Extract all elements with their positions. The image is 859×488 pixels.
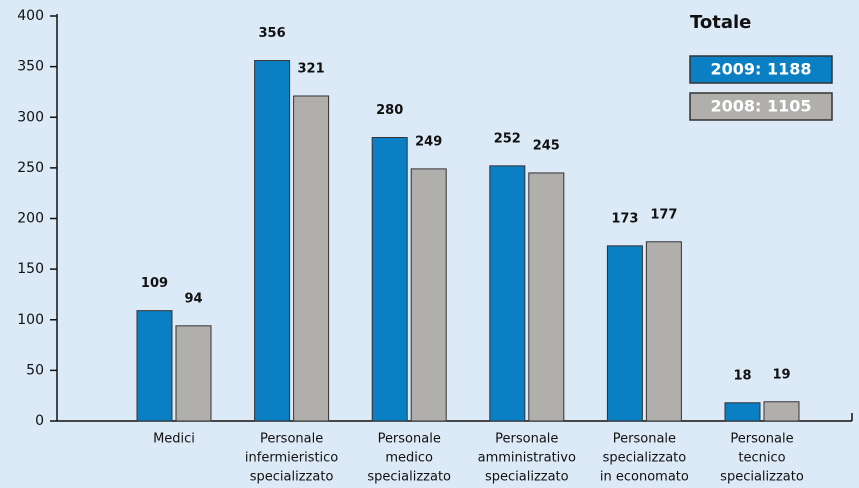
- y-tick-label: 250: [17, 160, 44, 176]
- x-tick-label: specializzato: [367, 470, 451, 485]
- value-label: 321: [298, 61, 325, 76]
- x-tick-label: Personale: [613, 432, 676, 447]
- legend-title: Totale: [690, 12, 751, 33]
- y-tick-label: 350: [17, 59, 44, 75]
- y-tick-label: 50: [26, 362, 44, 378]
- x-tick-label: in economato: [600, 470, 689, 485]
- bar: [293, 95, 330, 422]
- y-tick-label: 400: [17, 8, 44, 24]
- value-label: 19: [772, 367, 790, 382]
- x-tick-label: Personale: [495, 432, 558, 447]
- bar: [371, 137, 408, 422]
- value-label: 173: [611, 211, 638, 226]
- x-tick-label: tecnico: [738, 451, 785, 466]
- y-tick-label: 100: [17, 312, 44, 328]
- bar: [489, 165, 526, 422]
- x-tick-label: Personale: [378, 432, 441, 447]
- legend-label: 2009: 1188: [710, 60, 811, 79]
- y-tick-label: 0: [35, 413, 44, 429]
- x-tick-label: Personale: [730, 432, 793, 447]
- legend-label: 2008: 1105: [710, 97, 811, 116]
- value-label: 245: [533, 138, 560, 153]
- x-tick-label: specializzato: [603, 451, 687, 466]
- bar: [724, 402, 761, 422]
- bar: [606, 245, 643, 422]
- x-tick-label: specializzato: [720, 470, 804, 485]
- bar: [410, 168, 447, 422]
- value-label: 356: [259, 26, 286, 41]
- y-tick-label: 200: [17, 211, 44, 227]
- x-tick-label: Personale: [260, 432, 323, 447]
- bar: [136, 310, 173, 422]
- value-label: 177: [650, 207, 677, 222]
- bar: [763, 401, 800, 422]
- bar: [528, 172, 565, 422]
- value-label: 249: [415, 134, 442, 149]
- value-label: 109: [141, 276, 168, 291]
- x-tick-label: infermieristico: [245, 451, 338, 466]
- bar: [645, 241, 682, 422]
- bar: [175, 325, 212, 422]
- x-tick-label: medico: [385, 451, 433, 466]
- x-tick-label: specializzato: [250, 470, 334, 485]
- value-label: 18: [733, 368, 751, 383]
- value-label: 94: [184, 291, 202, 306]
- value-label: 252: [494, 131, 521, 146]
- bar: [254, 60, 291, 422]
- x-tick-label: specializzato: [485, 470, 569, 485]
- y-tick-label: 150: [17, 261, 44, 277]
- y-tick-label: 300: [17, 109, 44, 125]
- legend-swatch: [689, 55, 833, 84]
- x-tick-label: Medici: [153, 432, 195, 447]
- legend-swatch: [689, 92, 833, 121]
- x-tick-label: amministrativo: [478, 451, 576, 466]
- value-label: 280: [376, 103, 403, 118]
